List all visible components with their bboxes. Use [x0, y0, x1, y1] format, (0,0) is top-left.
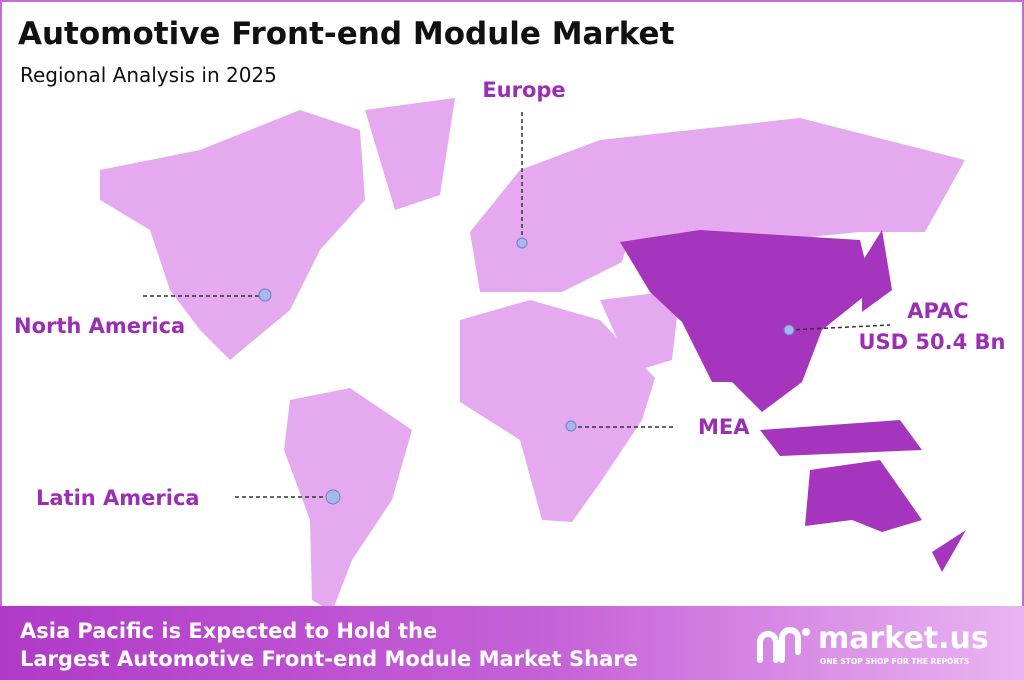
- region-label: North America: [14, 314, 185, 338]
- region-label: APAC: [907, 299, 968, 323]
- brand-logo: [757, 627, 810, 663]
- landmass: [100, 110, 365, 360]
- footer-text: Asia Pacific is Expected to Hold the: [20, 619, 437, 643]
- title: Automotive Front-end Module Market: [18, 16, 675, 52]
- footer-band: [0, 606, 1024, 680]
- footer-text: Largest Automotive Front-end Module Mark…: [20, 647, 638, 671]
- landmass: [460, 300, 655, 522]
- landmass: [470, 140, 640, 292]
- region-label: Europe: [482, 78, 565, 102]
- leader-line: [788, 324, 891, 331]
- region-value: USD 50.4 Bn: [859, 330, 1006, 354]
- brand-name: market.us: [818, 621, 989, 656]
- region-label: Latin America: [36, 486, 200, 510]
- landmass: [600, 290, 680, 372]
- marker: [565, 420, 577, 432]
- landmass: [284, 388, 412, 612]
- marker: [516, 237, 528, 249]
- landmass: [620, 230, 872, 412]
- landmass: [805, 460, 922, 532]
- subtitle: Regional Analysis in 2025: [20, 63, 277, 87]
- brand-tagline: ONE STOP SHOP FOR THE REPORTS: [820, 657, 969, 666]
- marker: [783, 324, 795, 336]
- marker: [258, 288, 272, 302]
- landmass: [932, 530, 966, 572]
- marker: [325, 489, 341, 505]
- landmass: [760, 420, 922, 456]
- world-map: [100, 98, 966, 612]
- landmass: [862, 230, 892, 312]
- landmass: [600, 118, 965, 252]
- landmass: [365, 98, 455, 210]
- region-label: MEA: [698, 415, 750, 439]
